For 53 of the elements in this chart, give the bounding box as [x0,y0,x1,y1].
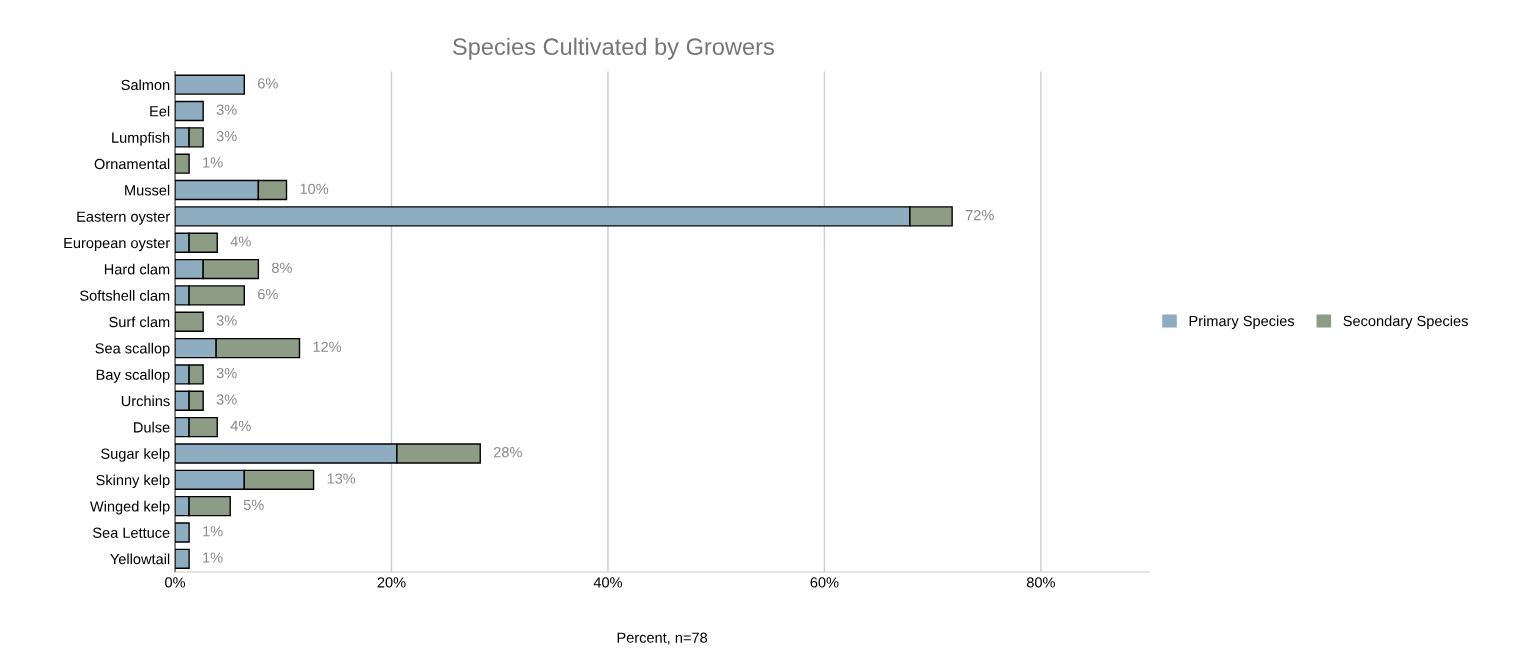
x-tick-label: 20% [377,577,406,588]
total-label: 3% [216,130,237,142]
x-axis-title: Percent, n=78 [617,632,708,645]
total-label: 6% [258,78,278,89]
total-label: 8% [271,262,292,273]
y-tick-label: Dulse [134,421,170,433]
total-label: 4% [230,420,251,431]
y-tick-label: Eastern oyster [77,211,170,225]
y-tick-label: Winged kelp [89,500,170,515]
total-label: 3% [216,394,237,405]
y-tick-label: Lumpfish [112,132,170,146]
total-label: 1% [203,157,223,168]
x-tick-label: 40% [593,577,623,588]
bar [175,100,204,122]
total-label: 4% [230,236,251,247]
total-label: 72% [965,209,994,221]
bar [175,522,190,543]
total-label: 3% [216,368,237,379]
y-tick-label: Eel [150,105,170,117]
x-tick-label: 80% [1026,577,1055,588]
y-tick-label: European oyster [64,237,170,252]
y-tick-label: Salmon [121,79,170,91]
x-tick-label: 0% [165,577,186,588]
bar [175,74,245,95]
y-tick-label: Softshell clam [80,290,170,301]
y-tick-label: Mussel [125,184,170,196]
y-tick-label: Urchins [121,395,170,407]
y-tick-label: Sugar kelp [101,448,170,462]
total-label: 6% [258,289,278,300]
y-tick-label: Ornamental [94,158,170,170]
total-label: 3% [216,315,237,326]
bar [175,311,204,332]
bar [175,548,190,570]
y-tick-label: Sea scallop [95,342,170,357]
y-tick-label: Skinny kelp [96,474,170,489]
legend-label: Primary Species [1189,315,1295,330]
bar [175,153,190,174]
total-label: 13% [327,473,356,484]
y-tick-label: Sea Lettuce [93,527,170,538]
total-label: 1% [203,526,223,537]
total-label: 10% [300,183,329,194]
total-label: 5% [243,499,264,511]
chart-title: Species Cultivated by Growers [453,37,774,60]
y-tick-label: Bay scallop [96,369,170,383]
total-label: 3% [216,104,237,115]
y-tick-label: Yellowtail [110,553,170,565]
x-tick-label: 60% [810,577,839,588]
total-label: 12% [313,341,342,352]
legend-label: Secondary Species [1343,315,1468,330]
y-tick-label: Surf clam [109,316,170,328]
total-label: 28% [493,447,522,458]
y-tick-label: Hard clam [104,263,170,275]
total-label: 1% [203,552,223,563]
